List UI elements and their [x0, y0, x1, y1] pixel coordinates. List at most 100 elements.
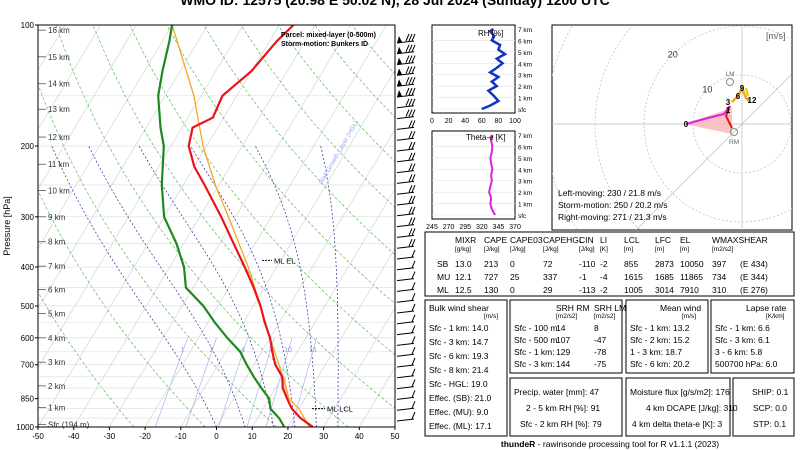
- parcel-info: Parcel: mixed-layer (0-500m): [281, 32, 376, 39]
- thetae-panel: Theta-e [K] 245 270 295 320 345 370 7 km 6 km 5 …: [426, 130, 532, 231]
- bulk-shear-row: Sfc - 8 km: 21.4: [429, 365, 489, 375]
- wind-barb: [396, 98, 416, 109]
- height-label: Sfc (194 m): [48, 420, 90, 429]
- hodo-km-marker: 12: [748, 96, 757, 105]
- table-cell: (E 434): [740, 259, 768, 269]
- wind-barb: [396, 33, 416, 44]
- moisture-flux: Moisture flux [g/s/m2]: 176: [630, 387, 730, 397]
- srh-lm-value: 8: [594, 323, 599, 333]
- wind-barb: [396, 163, 416, 174]
- table-cell: 213: [484, 259, 499, 269]
- srh-row-label: Sfc - 1 km:: [514, 347, 555, 357]
- pressure-tick-label: 500: [21, 302, 35, 311]
- rh-x-tick: 60: [478, 118, 486, 125]
- lapse-rate-row: Sfc - 3 km: 6.1: [715, 335, 770, 345]
- pressure-tick-label: 100: [21, 21, 35, 30]
- mixing-ratio-line: [246, 337, 275, 427]
- thermo-table-frame: [424, 231, 795, 297]
- wind-barb: [396, 120, 416, 130]
- height-label: 14 km: [48, 80, 70, 89]
- thetae-x-tick: 370: [509, 224, 521, 231]
- moist-adiabat: [320, 145, 339, 427]
- bulk-shear-row: Effec. (MU): 9.0: [429, 407, 489, 417]
- rh-x-tick: 80: [495, 118, 503, 125]
- bulk-shear-frame: [424, 299, 508, 437]
- wind-barb: [396, 217, 416, 228]
- precip-frame: [509, 377, 623, 437]
- mean-wind-title: Mean wind: [660, 303, 702, 313]
- footer-brand: thundeR: [501, 439, 535, 449]
- height-label: 3 km: [48, 358, 66, 367]
- srh-lm-title: SRH LM: [594, 303, 627, 313]
- wind-barb: [396, 293, 416, 303]
- pressure-tick-label: 400: [21, 263, 35, 272]
- table-unit: [J/kg]: [579, 246, 595, 253]
- wind-barb: [396, 282, 416, 292]
- wind-barb: [396, 66, 416, 76]
- isotherm-line: [38, 25, 173, 250]
- wind-barb: [396, 260, 416, 271]
- footer-text: - rawinsonde processing tool for R v1.1.…: [535, 439, 719, 449]
- wind-barb: [396, 239, 416, 249]
- pressure-tick-label: 850: [21, 395, 35, 404]
- temp-tick-label: 0: [214, 432, 219, 441]
- left-moving-text: Left-moving: 230 / 21.8 m/s: [558, 188, 661, 198]
- params-frames: [424, 231, 795, 437]
- table-cell: 13.0: [455, 259, 472, 269]
- height-label: 16 km: [48, 26, 70, 35]
- temp-tick-label: 30: [319, 432, 328, 441]
- table-cell: -113: [579, 285, 596, 295]
- table-header-lfc: LFC: [655, 235, 672, 245]
- footer: thundeR - rawinsonde processing tool for…: [501, 439, 719, 449]
- wind-barb: [396, 55, 416, 66]
- thetae-km-label: 5 km: [518, 156, 532, 163]
- srh-rm-title: SRH RM: [556, 303, 590, 313]
- height-label: 10 km: [48, 186, 70, 195]
- dry-adiabat: [55, 25, 349, 427]
- table-row-label: ML: [437, 285, 449, 295]
- table-unit: [m]: [655, 246, 665, 253]
- isotherm-line: [287, 247, 395, 427]
- wind-barb: [396, 206, 416, 217]
- pressure-tick-label: 600: [21, 334, 35, 343]
- rh-x-tick: 40: [461, 118, 469, 125]
- height-label: 5 km: [48, 310, 66, 319]
- srh-rm-value: 14: [556, 323, 566, 333]
- srh-row-label: Sfc - 100 m:: [514, 323, 560, 333]
- table-header-cape03: CAPE03: [510, 235, 543, 245]
- dry-adiabat: [92, 25, 395, 409]
- wind-barb: [396, 390, 416, 400]
- wind-barb: [396, 271, 416, 282]
- srh-lm-value: -47: [594, 335, 607, 345]
- wind-barb: [396, 401, 416, 411]
- wind-barb: [396, 228, 416, 238]
- isotherm-line: [251, 188, 395, 427]
- table-cell: -110: [579, 259, 596, 269]
- wind-barb: [396, 303, 416, 314]
- table-cell: (E 276): [740, 285, 768, 295]
- rh-km-label: 7 km: [518, 27, 532, 34]
- mixing-ratio-line: [265, 337, 293, 427]
- table-header-cin: CIN: [579, 235, 594, 245]
- hodo-ring-label: 20: [668, 50, 678, 60]
- wind-barb: [396, 44, 416, 55]
- table-unit: [m2/s2]: [712, 246, 734, 253]
- table-cell: 12.1: [455, 272, 472, 282]
- height-label: 7 km: [48, 262, 66, 271]
- table-cell: 397: [712, 259, 727, 269]
- table-cell: 337: [543, 272, 558, 282]
- thetae-km-label: 2 km: [518, 190, 532, 197]
- bulk-shear-row: Sfc - 6 km: 19.3: [429, 351, 489, 361]
- table-cell: 3014: [655, 285, 674, 295]
- rh-panel: RH [%] 0 20 40 60 80 100 7 km 6 km 5 km 4 km 3 km 2…: [430, 24, 532, 125]
- storm-motion-text: Storm-motion: 250 / 20.2 m/s: [558, 200, 668, 210]
- table-header-cape: CAPE: [484, 235, 508, 245]
- table-unit: [m]: [624, 246, 634, 253]
- table-header-li: LI: [600, 235, 608, 245]
- wind-barb: [396, 77, 416, 87]
- lapse-rate-row: 3 - 6 km: 5.8: [715, 347, 763, 357]
- hodo-km-marker: 9: [740, 84, 745, 93]
- mean-wind-row: 1 - 3 km: 18.7: [630, 347, 682, 357]
- temp-tick-label: -20: [139, 432, 151, 441]
- hodo-ring-label: 10: [702, 84, 712, 94]
